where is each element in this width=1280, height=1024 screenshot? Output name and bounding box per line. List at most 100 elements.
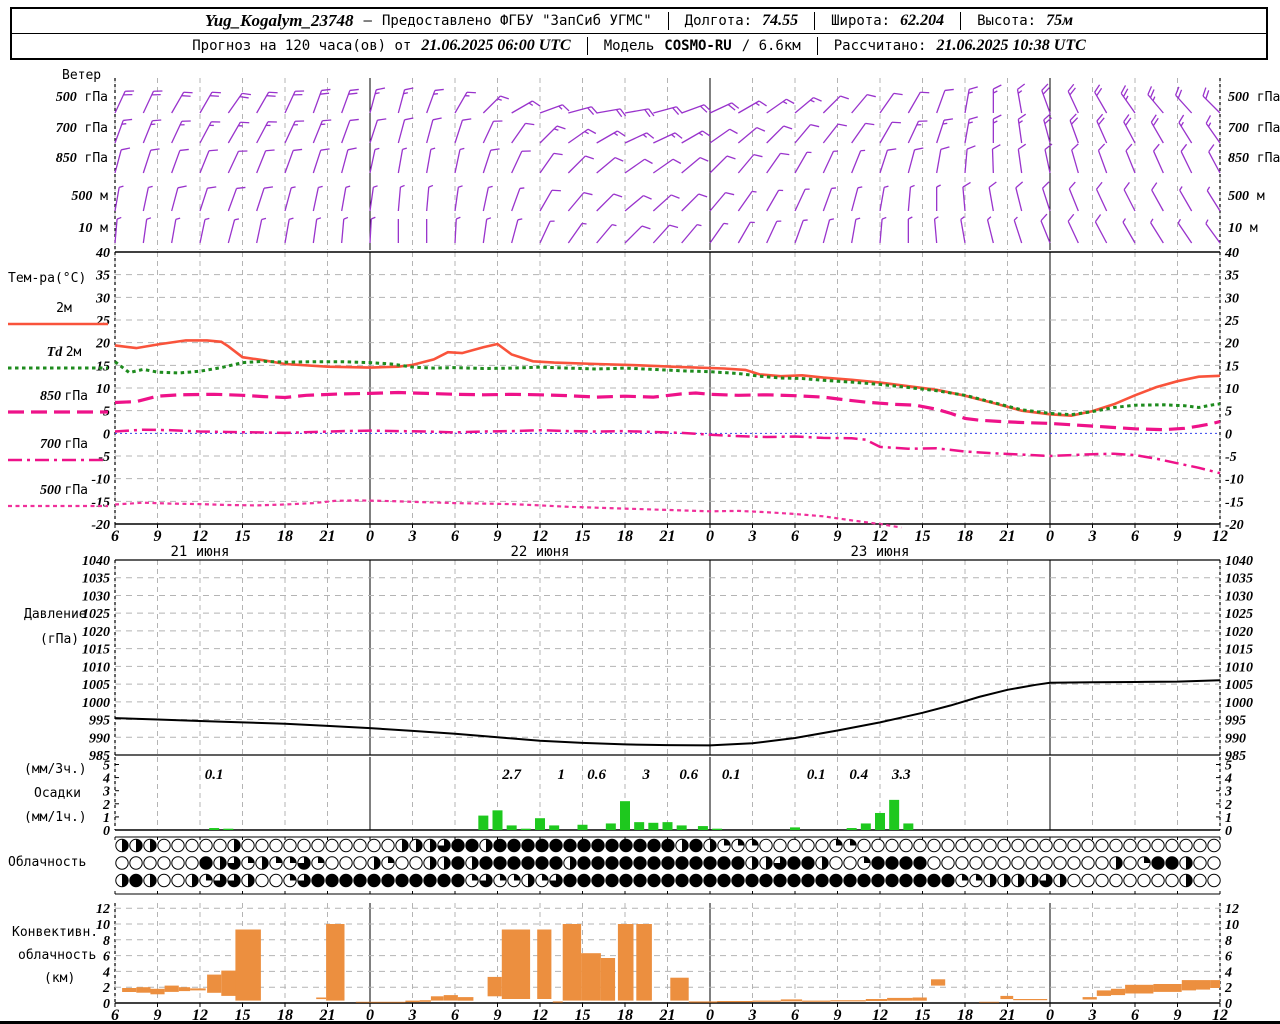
svg-text:15: 15 xyxy=(235,1007,251,1024)
svg-text:15: 15 xyxy=(915,528,931,545)
wind-level-label: 850 гПа xyxy=(1228,151,1280,166)
precip-bar xyxy=(676,825,687,830)
legend-label-500 гПа: 500 гПа xyxy=(40,483,88,498)
header-forecast-row: Прогноз на 120 часа(ов) от 21.06.2025 06… xyxy=(10,33,1268,60)
svg-text:10: 10 xyxy=(96,382,110,397)
svg-text:0: 0 xyxy=(103,427,110,442)
latitude-value: 62.204 xyxy=(900,12,945,29)
pressure-series xyxy=(114,679,1221,747)
precip-bar xyxy=(662,822,673,830)
svg-text:0: 0 xyxy=(1046,528,1054,545)
svg-text:3: 3 xyxy=(1088,528,1097,545)
svg-text:1035: 1035 xyxy=(82,572,110,587)
pressure-title-2: (гПа) xyxy=(40,632,80,647)
svg-text:21: 21 xyxy=(319,528,336,545)
conv-cloud-bar xyxy=(552,1001,563,1003)
svg-text:2: 2 xyxy=(1224,798,1232,813)
legend-label-700 гПа: 700 гПа xyxy=(40,437,88,452)
temperature-legend: 2м Td 2м 850 гПа 700 гПа 500 гПа xyxy=(8,301,108,508)
conv-cloud-bar xyxy=(405,1000,420,1003)
svg-text:23 июня: 23 июня xyxy=(850,544,909,560)
wind-level-label: 500 м xyxy=(71,189,108,204)
svg-text:0: 0 xyxy=(366,1007,374,1024)
svg-text:6: 6 xyxy=(111,1007,119,1024)
wind-barbs-row-500м xyxy=(114,181,1221,212)
svg-text:9: 9 xyxy=(1174,528,1182,545)
provider-text: Предоставлено ФГБУ "ЗапСиб УГМС" xyxy=(381,13,652,29)
svg-text:21: 21 xyxy=(999,528,1016,545)
conv-cloud-bar xyxy=(136,987,151,993)
svg-text:21: 21 xyxy=(659,1007,676,1024)
conv-cloud-bar xyxy=(830,1000,866,1002)
conv-cloud-bar xyxy=(443,995,458,1001)
dash: – xyxy=(363,13,372,29)
wind-barbs-row-850гПа xyxy=(114,143,1221,174)
conv-cloud-bar xyxy=(430,996,444,1001)
svg-text:5: 5 xyxy=(1225,759,1232,774)
svg-text:3: 3 xyxy=(408,1007,417,1024)
model-resolution: / 6.6км xyxy=(741,38,801,54)
conv-cloud-bar xyxy=(537,929,552,999)
precip-bar xyxy=(648,822,659,830)
conv-cloud-bar xyxy=(670,977,689,1001)
svg-text:1020: 1020 xyxy=(1225,625,1253,640)
precip-bar xyxy=(535,818,545,830)
svg-text:0: 0 xyxy=(706,528,714,545)
conv-cloud-bar xyxy=(150,988,165,995)
svg-text:0.6: 0.6 xyxy=(587,767,606,783)
svg-text:1: 1 xyxy=(558,767,566,783)
svg-text:8: 8 xyxy=(1225,934,1232,949)
conv-cloud-bar xyxy=(164,985,179,992)
precip-unit-3h-label: (мм/3ч.) xyxy=(24,762,87,777)
svg-text:1030: 1030 xyxy=(1225,589,1253,604)
svg-text:6: 6 xyxy=(1225,950,1232,965)
legend-label-Td 2м: Td 2м xyxy=(47,345,82,360)
svg-text:12: 12 xyxy=(1225,902,1239,917)
svg-text:1010: 1010 xyxy=(82,660,110,675)
svg-text:12: 12 xyxy=(872,528,888,545)
temp-panel-title: Тем-ра(°C) xyxy=(8,271,87,286)
svg-text:0: 0 xyxy=(103,997,110,1012)
svg-text:0.1: 0.1 xyxy=(722,767,741,783)
svg-text:0.6: 0.6 xyxy=(679,767,698,783)
precipitation-panel: 0 01 12 23 34 45 50.1 2.7 1 0.6 3 0.6 0.1 0.1 0.4 3.3 xyxy=(102,757,1232,839)
conv-cloud-bar xyxy=(457,997,474,1001)
svg-text:12: 12 xyxy=(96,902,110,917)
precip-bar xyxy=(634,822,645,830)
cloud-row-1 xyxy=(115,838,1221,853)
svg-text:5: 5 xyxy=(1225,405,1232,420)
svg-text:3: 3 xyxy=(1224,785,1232,800)
conv-cloud-bar xyxy=(1125,984,1154,994)
svg-text:18: 18 xyxy=(277,1007,293,1024)
svg-text:985: 985 xyxy=(89,749,110,764)
svg-text:8: 8 xyxy=(103,934,110,949)
svg-text:20: 20 xyxy=(95,337,110,352)
svg-text:3: 3 xyxy=(642,767,651,783)
conv-cloud-bar xyxy=(636,924,652,1001)
svg-text:6: 6 xyxy=(791,528,799,545)
bottom-border xyxy=(0,1021,1280,1024)
legend-label-2м: 2м xyxy=(56,301,72,316)
conv-cloud-bar xyxy=(207,974,222,993)
svg-text:18: 18 xyxy=(957,1007,973,1024)
svg-text:18: 18 xyxy=(617,528,633,545)
calc-time: 21.06.2025 10:38 UTC xyxy=(936,37,1086,54)
svg-text:3: 3 xyxy=(1088,1007,1097,1024)
svg-text:6: 6 xyxy=(1131,1007,1139,1024)
conv-cloud-bar xyxy=(931,979,946,986)
svg-text:12: 12 xyxy=(532,528,548,545)
conv-cloud-bar xyxy=(1153,984,1182,992)
svg-text:6: 6 xyxy=(111,528,119,545)
svg-text:0.1: 0.1 xyxy=(807,767,826,783)
svg-text:1005: 1005 xyxy=(82,678,110,693)
precip-bar xyxy=(846,828,857,830)
conv-cloud-bar xyxy=(717,1001,753,1003)
conv-cloud-bar xyxy=(370,1001,406,1003)
svg-text:1020: 1020 xyxy=(82,625,110,640)
conv-cloud-bar xyxy=(1013,999,1048,1001)
wind-barbs-row-10м xyxy=(114,213,1221,244)
conv-cloud-bar xyxy=(1082,997,1097,1000)
forecast-label: Прогноз на 120 часа(ов) от xyxy=(192,38,412,54)
divider xyxy=(586,37,588,55)
svg-text:40: 40 xyxy=(95,246,110,261)
